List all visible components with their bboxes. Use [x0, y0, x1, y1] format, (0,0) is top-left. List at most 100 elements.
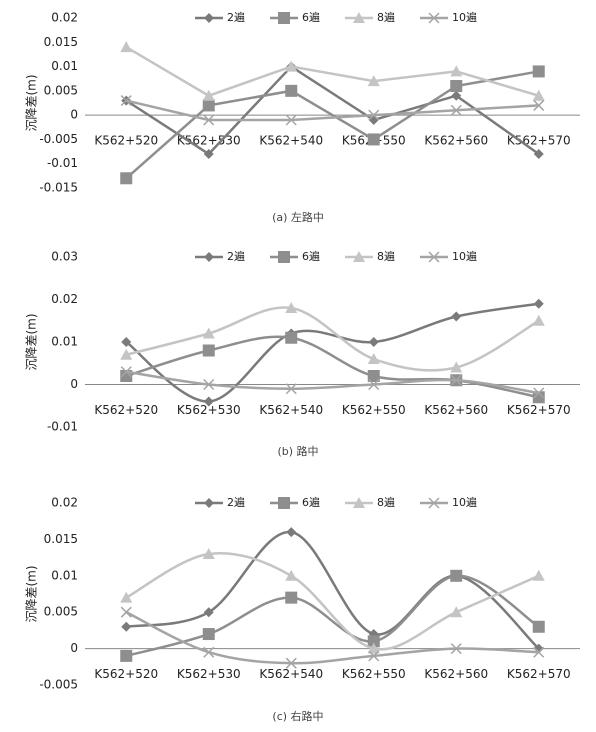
series-line	[125, 552, 540, 651]
x-tick-label: K562+540	[259, 403, 323, 417]
y-axis-label: 沉降差(m)	[25, 313, 39, 370]
y-tick-label: 0	[70, 641, 78, 655]
marker	[203, 378, 215, 391]
marker	[367, 75, 380, 87]
marker	[202, 628, 215, 641]
marker	[533, 149, 544, 159]
marker	[120, 348, 133, 360]
marker	[367, 353, 380, 364]
marker	[203, 607, 214, 618]
chart: 沉降差(m) -0.005 0 0.005 0.01 0.015 0.02 K562+520 K…	[25, 496, 580, 723]
legend-marker	[353, 251, 365, 262]
marker	[532, 89, 545, 101]
marker	[202, 89, 215, 101]
marker	[285, 60, 298, 72]
y-tick-label: -0.01	[47, 156, 78, 170]
marker	[285, 569, 298, 581]
marker	[367, 133, 380, 146]
marker	[285, 591, 298, 604]
series-line	[125, 46, 540, 98]
y-tick-label: -0.015	[39, 181, 78, 195]
x-tick-label: K562+570	[507, 667, 571, 681]
series-line	[125, 64, 540, 156]
marker	[120, 606, 132, 618]
x-tick-label: K562+540	[259, 134, 323, 148]
y-tick-label: 0	[70, 108, 78, 122]
caption: (c) 右路中	[272, 709, 323, 723]
marker	[532, 569, 545, 581]
marker	[532, 391, 545, 404]
legend-marker	[428, 251, 440, 263]
marker	[121, 337, 132, 347]
x-tick-label: K562+520	[94, 403, 158, 417]
marker	[450, 65, 463, 77]
y-tick-label: 0.015	[44, 532, 78, 546]
legend-marker	[204, 13, 214, 23]
series-line	[125, 70, 539, 180]
caption: (b) 路中	[277, 445, 318, 458]
y-tick-label: 0.005	[44, 83, 78, 97]
marker	[367, 370, 380, 382]
series-line	[125, 611, 539, 665]
marker	[450, 569, 463, 582]
y-tick-label: 0.005	[44, 605, 78, 619]
legend-label: 10遍	[452, 11, 477, 24]
y-axis-label: 沉降差(m)	[25, 565, 39, 622]
marker	[202, 344, 215, 357]
marker	[532, 620, 545, 633]
marker	[120, 649, 133, 662]
marker	[120, 95, 132, 107]
y-tick-label: 0.015	[44, 35, 78, 49]
legend-label: 8遍	[377, 496, 395, 509]
marker	[368, 378, 380, 391]
marker	[450, 643, 462, 655]
marker	[450, 361, 463, 373]
legend-marker	[353, 497, 365, 508]
marker	[368, 650, 380, 662]
y-tick-label: 0.02	[51, 292, 78, 306]
marker	[285, 114, 297, 126]
y-tick-label: -0.01	[47, 420, 78, 434]
marker	[450, 104, 462, 116]
x-tick-label: K562+530	[177, 667, 241, 681]
x-tick-label: K562+560	[424, 403, 488, 417]
marker	[368, 337, 379, 347]
legend-label: 8遍	[377, 11, 395, 24]
y-tick-label: -0.005	[39, 678, 78, 692]
x-tick-label: K562+570	[507, 134, 571, 148]
x-tick-label: K562+570	[507, 403, 571, 417]
y-tick-label: 0.02	[51, 11, 78, 25]
y-tick-label: 0.02	[51, 496, 78, 510]
marker	[120, 41, 133, 53]
legend-marker	[353, 12, 365, 23]
marker	[202, 547, 215, 559]
marker	[203, 114, 215, 126]
marker	[202, 327, 215, 339]
marker	[286, 527, 297, 538]
marker	[203, 149, 214, 159]
legend-label: 6遍	[302, 496, 320, 509]
y-tick-label: 0.01	[51, 568, 78, 582]
marker	[202, 99, 215, 112]
marker	[285, 331, 298, 344]
x-tick-label: K562+540	[259, 667, 323, 681]
chart: 沉降差(m) -0.015 -0.01 -0.005 0 0.005 0.01 0.015 0.…	[25, 11, 580, 224]
marker	[533, 387, 545, 399]
marker	[120, 591, 133, 603]
marker	[368, 109, 380, 121]
legend-label: 2遍	[227, 250, 245, 263]
x-tick-label: K562+530	[177, 403, 241, 417]
marker	[285, 657, 297, 669]
legend-label: 10遍	[452, 250, 477, 263]
legend-label: 6遍	[302, 250, 320, 263]
legend-label: 8遍	[377, 250, 395, 263]
legend-label: 2遍	[227, 496, 245, 509]
legend-marker	[428, 12, 440, 24]
marker	[203, 646, 215, 658]
marker	[285, 84, 298, 97]
x-tick-label: K562+520	[94, 134, 158, 148]
x-tick-label: K562+560	[424, 134, 488, 148]
marker	[120, 172, 133, 185]
x-tick-label: K562+520	[94, 667, 158, 681]
